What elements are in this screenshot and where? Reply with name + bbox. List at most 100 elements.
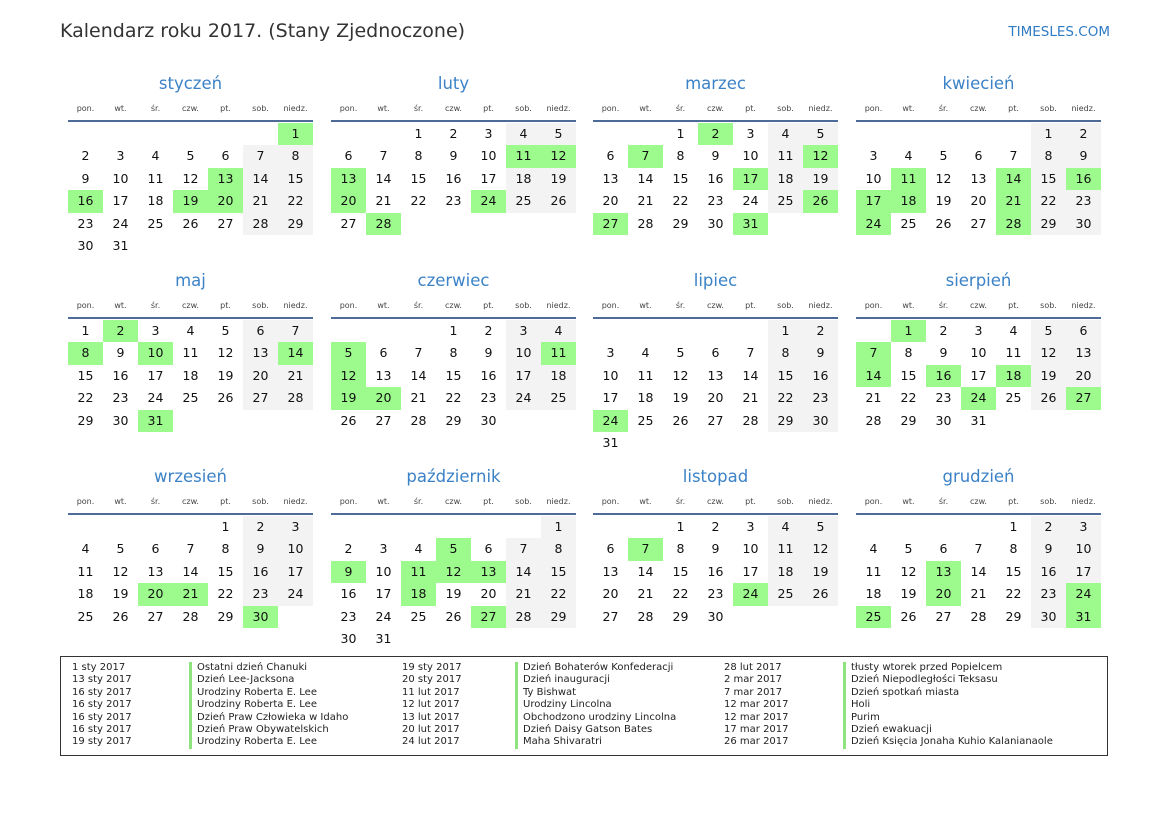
day-cell: 25	[147, 215, 164, 231]
day-cell: 30	[480, 412, 497, 428]
holiday-day-cell: 12	[803, 145, 838, 168]
day-cell: 11	[865, 563, 882, 579]
holiday-date: 16 sty 2017	[72, 686, 132, 698]
weekday-label: śr.	[675, 496, 686, 506]
holiday-day-cell: 10	[138, 342, 173, 365]
day-cell: 4	[541, 320, 576, 343]
day-cell: 27	[707, 412, 724, 428]
weekday-label: czw.	[970, 103, 987, 113]
day-cell: 20	[970, 193, 987, 209]
weekday-label: czw.	[182, 496, 199, 506]
holiday-day-cell: 18	[891, 190, 926, 213]
day-cell: 15	[672, 170, 689, 186]
empty-cell	[628, 123, 663, 145]
day-cell: 12	[803, 538, 838, 561]
holiday-day-cell: 8	[68, 342, 103, 365]
holiday-name: Dzień Lee-Jacksona	[189, 674, 294, 687]
holiday-date: 16 sty 2017	[72, 699, 132, 711]
empty-cell	[698, 320, 733, 342]
holiday-day-cell: 24	[733, 583, 768, 606]
day-cell: 1	[81, 323, 90, 338]
day-grid: 1 2 3 4 5 6 7 8 9 10 11 12 13 14 15 16 17 18 19 20 21 22 23 24 2…	[593, 516, 838, 628]
holiday-day-cell: 24	[961, 387, 996, 410]
day-cell: 5	[803, 123, 838, 146]
day-cell: 19	[900, 586, 917, 602]
day-cell: 15	[900, 367, 917, 383]
day-cell: 2	[344, 541, 353, 557]
day-cell: 5	[803, 516, 838, 539]
weekday-label: niedz.	[283, 103, 308, 113]
site-link[interactable]: TIMESLES.COM	[1008, 24, 1110, 40]
day-cell: 17	[112, 193, 129, 209]
day-cell: 15	[672, 563, 689, 579]
holiday-date: 7 mar 2017	[724, 686, 783, 698]
day-cell: 29	[278, 212, 313, 235]
weekday-label: czw.	[182, 103, 199, 113]
holiday-day-cell: 31	[138, 409, 173, 432]
day-cell: 7	[974, 541, 983, 557]
holiday-date: 20 sty 2017	[402, 674, 462, 686]
holiday-day-cell: 7	[856, 342, 891, 365]
day-cell: 29	[1005, 608, 1022, 624]
day-cell: 30	[1031, 605, 1066, 628]
day-cell: 31	[112, 237, 129, 253]
holiday-day-cell: 24	[471, 190, 506, 213]
holiday-date: 24 lut 2017	[402, 736, 460, 748]
day-cell: 8	[676, 541, 685, 557]
day-cell: 17	[602, 390, 619, 406]
day-cell: 24	[375, 608, 392, 624]
day-cell: 5	[939, 148, 948, 164]
holiday-day-cell: 27	[593, 212, 628, 235]
holiday-day-cell: 27	[471, 605, 506, 628]
day-cell: 7	[746, 345, 755, 361]
day-cell: 28	[970, 608, 987, 624]
weekday-label: śr.	[150, 496, 161, 506]
day-cell: 26	[217, 390, 234, 406]
weekday-header: pon. wt. śr. czw. pt. sob. niedz.	[593, 96, 838, 122]
day-cell: 4	[641, 345, 650, 361]
holiday-day-cell: 19	[173, 190, 208, 213]
day-cell: 27	[243, 387, 278, 410]
day-cell: 1	[221, 519, 230, 534]
day-cell: 30	[340, 630, 357, 646]
day-cell: 12	[672, 367, 689, 383]
holiday-name: Ostatni dzień Chanuki	[189, 662, 307, 675]
holiday-name: Urodziny Roberta E. Lee	[189, 686, 317, 700]
day-cell: 1	[414, 126, 423, 141]
day-cell: 1	[768, 320, 803, 343]
day-cell: 12	[182, 170, 199, 186]
weekday-label: czw.	[707, 496, 724, 506]
day-cell: 17	[480, 170, 497, 186]
empty-cell	[401, 320, 436, 342]
holiday-day-cell: 21	[996, 190, 1031, 213]
day-cell: 30	[1066, 212, 1101, 235]
weekday-label: śr.	[938, 496, 949, 506]
day-cell: 23	[935, 390, 952, 406]
day-cell: 7	[379, 148, 388, 164]
day-cell: 30	[935, 412, 952, 428]
weekday-label: pt.	[220, 103, 231, 113]
day-cell: 12	[900, 563, 917, 579]
holiday-day-cell: 20	[366, 387, 401, 410]
weekday-label: niedz.	[283, 496, 308, 506]
weekday-label: sob.	[515, 496, 532, 506]
holiday-name: Dzień ewakuacji	[843, 724, 932, 737]
day-cell: 26	[112, 608, 129, 624]
day-cell: 22	[541, 583, 576, 606]
day-cell: 13	[602, 170, 619, 186]
day-cell: 26	[672, 412, 689, 428]
day-cell: 15	[541, 560, 576, 584]
day-cell: 19	[541, 167, 576, 191]
empty-cell	[103, 123, 138, 145]
day-cell: 20	[243, 364, 278, 388]
holiday-day-cell: 9	[331, 560, 366, 584]
holiday-date: 12 mar 2017	[724, 711, 789, 723]
day-cell: 15	[77, 367, 94, 383]
empty-cell	[366, 320, 401, 342]
day-cell: 28	[243, 212, 278, 235]
day-cell: 20	[602, 586, 619, 602]
empty-cell	[401, 516, 436, 538]
empty-cell	[366, 516, 401, 538]
day-cell: 8	[414, 148, 423, 164]
holiday-date: 19 sty 2017	[402, 662, 462, 673]
